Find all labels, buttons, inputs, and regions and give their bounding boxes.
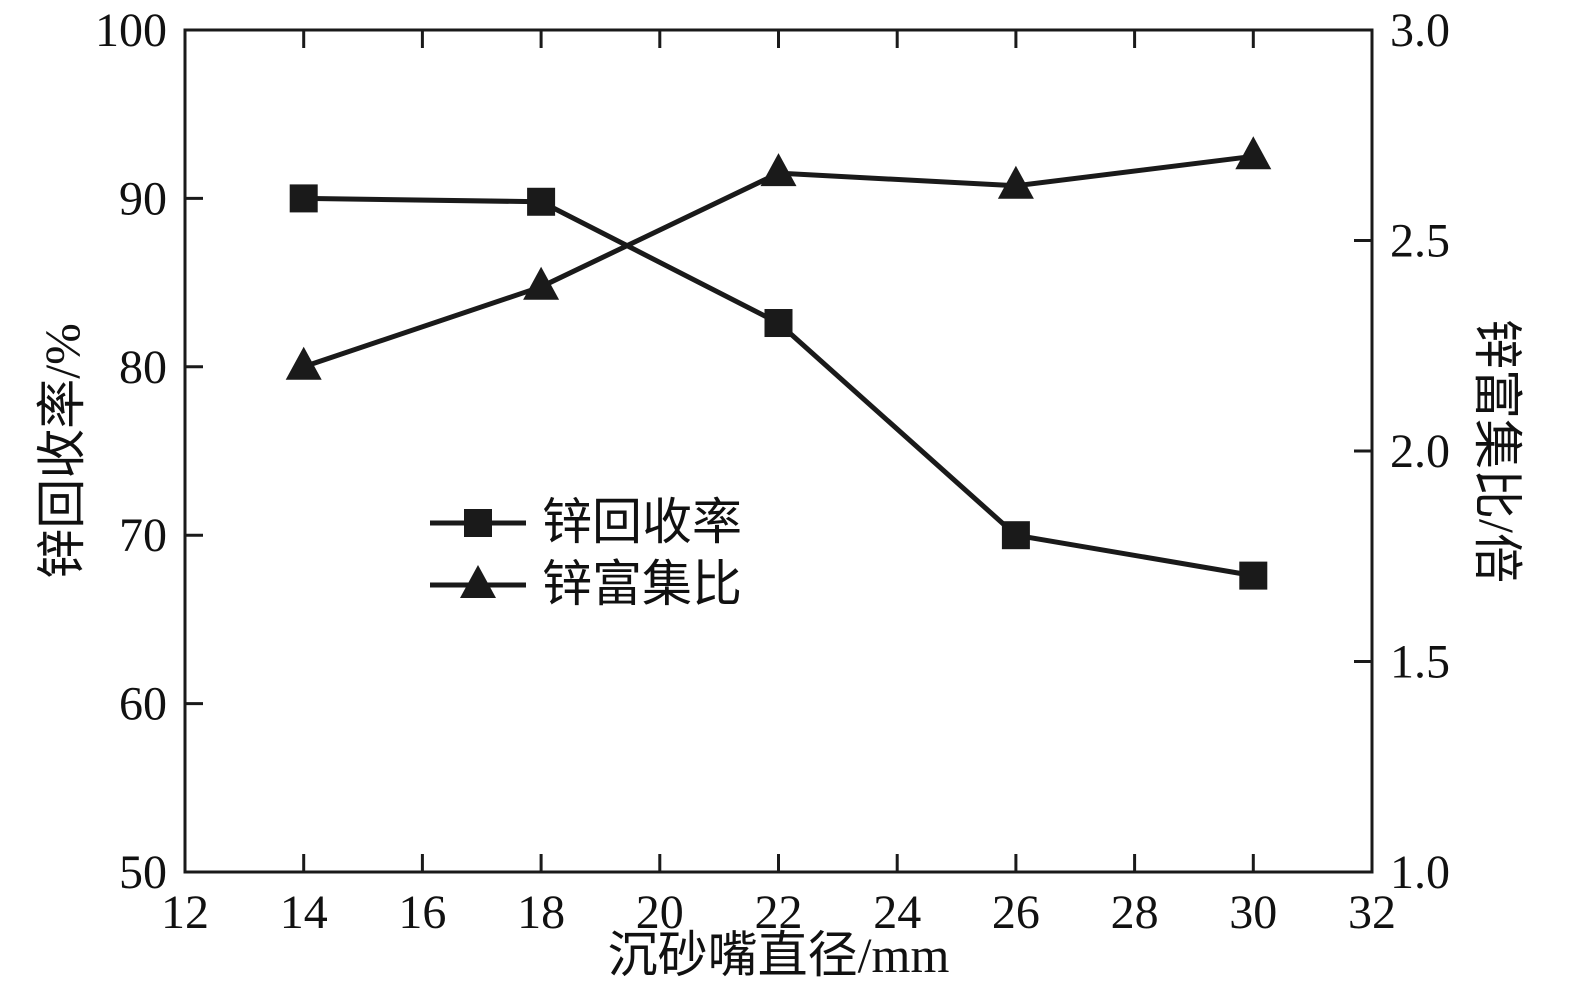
triangle-marker-icon [285,346,322,380]
legend: 锌回收率 锌富集比 [428,496,742,610]
left-y-axis-title: 锌回收率/% [34,323,90,579]
x-tick-label: 32 [1348,886,1396,939]
left-y-tick-label: 50 [119,846,167,899]
legend-triangle-marker-icon [430,565,526,598]
x-tick-label: 16 [398,886,446,939]
x-tick-label: 28 [1111,886,1159,939]
triangle-marker-icon [997,165,1034,199]
x-tick-label: 26 [992,886,1040,939]
square-marker-icon [527,187,556,216]
right-y-tick-label: 3.0 [1390,4,1450,57]
x-tick-label: 12 [161,886,209,939]
right-y-tick-label: 1.5 [1390,636,1450,689]
square-marker-icon [764,309,793,338]
legend-label: 锌回收率 [542,494,742,550]
right-y-tick-label: 2.0 [1390,425,1450,478]
series-square [289,184,1268,590]
legend-item: 锌富集比 [428,558,742,610]
x-tick-label: 18 [517,886,565,939]
triangle-marker-icon [760,153,797,187]
legend-item: 锌回收率 [428,496,742,548]
legend-label: 锌富集比 [542,556,742,612]
left-y-tick-label: 90 [119,172,167,225]
x-tick-label: 30 [1229,886,1277,939]
right-y-axis-title: 锌富集比/倍 [1469,319,1525,583]
series-triangle [285,136,1272,380]
square-marker-icon [1239,561,1268,590]
square-marker-icon [289,184,318,213]
left-y-tick-label: 60 [119,678,167,731]
x-tick-label: 24 [873,886,921,939]
x-axis-title: 沉砂嘴直径/mm [607,927,950,983]
x-tick-label: 20 [636,886,684,939]
square-marker-icon [1001,521,1030,550]
x-tick-label: 14 [280,886,328,939]
left-y-tick-label: 100 [95,4,167,57]
right-y-tick-label: 1.0 [1390,846,1450,899]
triangle-marker-icon [1235,136,1272,170]
left-y-tick-label: 70 [119,509,167,562]
triangle-marker-icon [523,266,560,300]
left-y-tick-label: 80 [119,341,167,394]
x-tick-label: 22 [755,886,803,939]
right-y-tick-label: 2.5 [1390,215,1450,268]
legend-square-marker-icon [430,509,526,537]
